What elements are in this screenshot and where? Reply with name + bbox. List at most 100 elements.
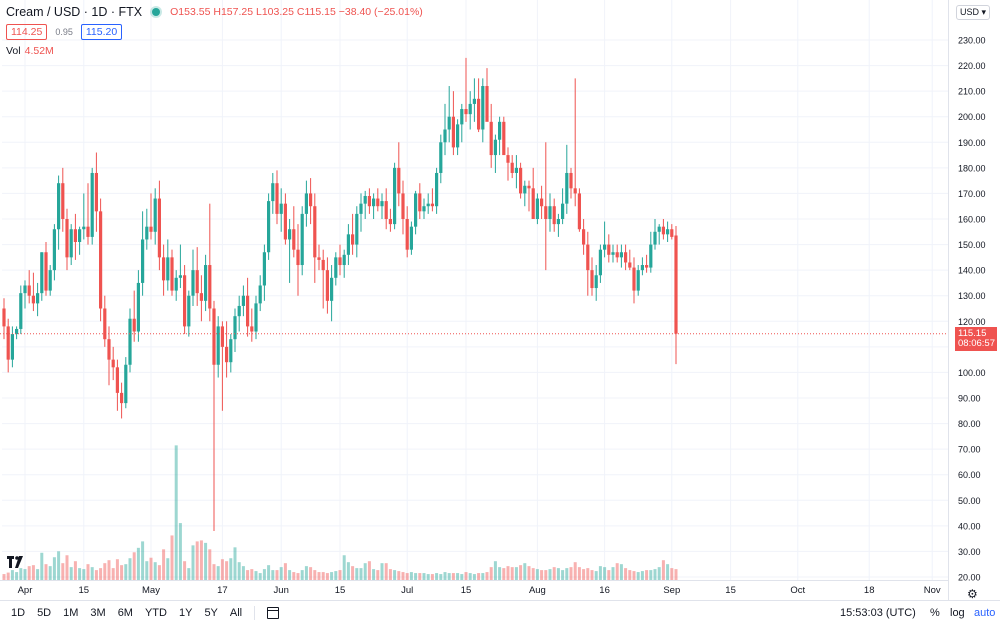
candle-body bbox=[48, 270, 52, 291]
range-all[interactable]: All bbox=[229, 607, 243, 619]
volume-bar bbox=[82, 569, 86, 580]
candle-body bbox=[510, 162, 514, 173]
volume-bar bbox=[447, 573, 451, 580]
volume-bar bbox=[288, 570, 292, 580]
ohlc-values: O153.55 H157.25 L103.25 C115.15 −38.40 (… bbox=[170, 6, 423, 18]
candle bbox=[649, 231, 653, 273]
candle bbox=[666, 221, 670, 243]
volume-bar bbox=[435, 573, 439, 580]
candle-body bbox=[136, 282, 140, 332]
volume-bar bbox=[330, 572, 334, 580]
time-tick-label: 18 bbox=[864, 585, 875, 596]
time-tick-label: Jul bbox=[401, 585, 413, 596]
candle bbox=[401, 180, 405, 235]
candle bbox=[376, 188, 380, 212]
candle-body bbox=[636, 270, 640, 291]
candle bbox=[36, 282, 40, 317]
currency-selector[interactable]: USD ▾ bbox=[956, 5, 991, 20]
candle-body bbox=[540, 198, 544, 207]
volume-bar bbox=[27, 566, 31, 580]
candle bbox=[69, 224, 73, 266]
candle-body bbox=[225, 346, 229, 363]
candle bbox=[233, 308, 237, 352]
candle bbox=[288, 219, 292, 283]
volume-bar bbox=[619, 564, 623, 580]
range-5y[interactable]: 5Y bbox=[204, 607, 218, 619]
candle bbox=[111, 346, 115, 381]
candle bbox=[157, 180, 161, 271]
range-6m[interactable]: 6M bbox=[117, 607, 133, 619]
candle-body bbox=[670, 229, 674, 237]
candle-body bbox=[514, 167, 518, 173]
volume-bar bbox=[506, 566, 510, 580]
volume-bar bbox=[531, 568, 535, 580]
volume-bar bbox=[313, 570, 317, 580]
gear-icon[interactable]: ⚙ bbox=[967, 587, 978, 601]
volume-bar bbox=[124, 564, 128, 580]
candle-body bbox=[363, 195, 367, 204]
candle-body bbox=[90, 172, 94, 237]
candle-body bbox=[661, 226, 665, 235]
range-3m[interactable]: 3M bbox=[90, 607, 106, 619]
candle-body bbox=[309, 193, 313, 207]
candle bbox=[447, 86, 451, 143]
time-tick-label: Oct bbox=[790, 585, 805, 596]
tradingview-logo-icon[interactable] bbox=[7, 556, 24, 568]
candle-body bbox=[258, 285, 262, 304]
range-1d[interactable]: 1D bbox=[11, 607, 26, 619]
candle bbox=[430, 188, 434, 212]
candle-body bbox=[531, 188, 535, 219]
volume-bar bbox=[430, 574, 434, 580]
auto-scale-toggle[interactable]: auto bbox=[974, 607, 996, 619]
candle bbox=[229, 334, 233, 373]
range-1y[interactable]: 1Y bbox=[178, 607, 193, 619]
candle bbox=[65, 208, 69, 271]
price-tick-label: 20.00 bbox=[958, 573, 981, 583]
change-value: −38.40 (−25.01%) bbox=[338, 6, 423, 18]
volume-bar bbox=[304, 566, 308, 580]
percent-toggle[interactable]: % bbox=[930, 607, 940, 619]
bid-price[interactable]: 114.25 bbox=[6, 24, 48, 40]
candle bbox=[40, 252, 44, 301]
volume-bar bbox=[300, 570, 304, 580]
calendar-icon[interactable] bbox=[267, 607, 280, 619]
volume-bar bbox=[661, 560, 665, 580]
volume-bar bbox=[401, 572, 405, 580]
low-value: 103.25 bbox=[261, 6, 294, 18]
candle bbox=[426, 193, 430, 214]
time-axis[interactable]: Apr 15 May 17 Jun 15 Jul 15 Aug 16 Sep 15 Oct 18 Nov bbox=[18, 585, 941, 596]
candle-body bbox=[149, 226, 153, 232]
candle bbox=[342, 249, 346, 278]
symbol-title[interactable]: Cream / USD · 1D · FTX bbox=[6, 5, 143, 19]
price-axis[interactable]: 20.00 30.00 40.00 50.00 60.00 70.00 80.00 90.00… bbox=[958, 36, 986, 583]
volume-bar bbox=[157, 565, 161, 580]
candle bbox=[409, 221, 413, 255]
volume-bar bbox=[61, 563, 65, 580]
candle-body bbox=[73, 229, 77, 243]
candle bbox=[485, 68, 489, 122]
log-toggle[interactable]: log bbox=[950, 607, 965, 619]
time-tick-label: 15 bbox=[461, 585, 472, 596]
candle bbox=[124, 357, 128, 409]
candle-body bbox=[619, 252, 623, 258]
volume-bar bbox=[409, 572, 413, 580]
candle bbox=[132, 290, 136, 342]
time-tick-label: Jun bbox=[274, 585, 289, 596]
candle-body bbox=[2, 308, 6, 327]
volume-bar bbox=[111, 568, 115, 580]
ask-price[interactable]: 115.20 bbox=[80, 24, 123, 40]
candle bbox=[661, 219, 665, 240]
range-1m[interactable]: 1M bbox=[63, 607, 79, 619]
range-5d[interactable]: 5D bbox=[37, 607, 52, 619]
candle-body bbox=[565, 172, 569, 204]
volume-bar bbox=[380, 563, 384, 580]
candle-body bbox=[330, 277, 334, 301]
candle bbox=[456, 119, 460, 156]
volume-bar bbox=[267, 565, 271, 580]
volume-bar bbox=[90, 567, 94, 580]
range-ytd[interactable]: YTD bbox=[144, 607, 167, 619]
utc-clock[interactable]: 15:53:03 (UTC) bbox=[840, 607, 916, 619]
candle-body bbox=[288, 229, 292, 240]
